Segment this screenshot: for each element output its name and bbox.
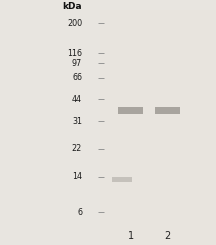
Bar [100, 10, 216, 245]
Text: 1: 1 [128, 231, 134, 241]
Text: 44: 44 [72, 95, 82, 104]
Bar [112, 177, 132, 182]
Text: kDa: kDa [62, 2, 82, 11]
Text: 14: 14 [72, 172, 82, 181]
Text: 2: 2 [164, 231, 170, 241]
Text: 97: 97 [72, 59, 82, 68]
Text: 200: 200 [67, 19, 82, 28]
Text: 31: 31 [72, 117, 82, 126]
Bar [155, 107, 180, 114]
Text: 116: 116 [67, 49, 82, 58]
Text: 6: 6 [77, 208, 82, 217]
Text: 22: 22 [72, 145, 82, 153]
Text: 66: 66 [72, 74, 82, 82]
Bar [118, 107, 143, 114]
